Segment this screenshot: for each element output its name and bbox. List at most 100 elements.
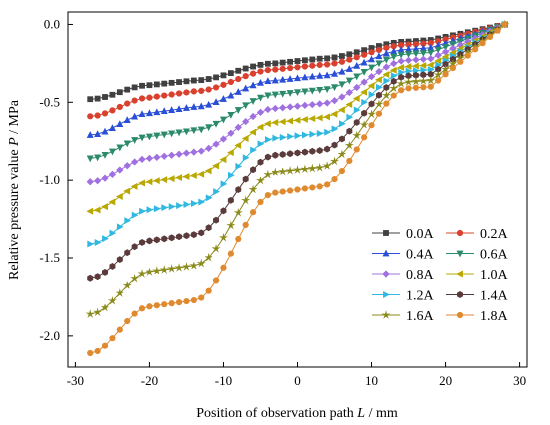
data-point [196,258,206,268]
y-tick-label: -0.5 [39,94,60,109]
data-point [285,166,295,175]
data-point [161,235,168,243]
data-point [102,268,108,276]
data-point [115,193,123,200]
data-point [322,161,332,170]
data-point [131,84,138,91]
data-point [330,110,338,118]
data-point [153,205,161,213]
x-tick-label: -10 [215,373,232,388]
data-point [427,83,434,90]
data-point [397,57,405,65]
data-point [87,113,94,120]
data-point [145,178,153,186]
legend-label: 1.0A [480,268,509,283]
data-point [338,135,345,143]
data-point [338,167,346,175]
data-point [294,58,301,64]
data-point [315,114,323,122]
data-point [219,135,228,143]
legend-item: 1.0A [446,268,509,283]
data-point [434,57,442,65]
data-point [86,155,94,163]
data-point [419,50,427,57]
data-point [309,56,316,63]
data-point [286,187,294,194]
data-point [368,100,375,108]
data-point [330,97,339,105]
data-point [353,49,360,56]
data-point [309,147,316,155]
legend-item: 1.8A [446,309,509,324]
data-point [294,89,301,97]
data-point [124,317,131,325]
data-point [316,100,324,108]
data-point [116,256,123,264]
data-point [242,65,249,72]
data-point [375,60,383,68]
data-point [331,176,338,183]
data-point [382,71,390,79]
data-point [212,277,220,284]
data-point [197,147,205,155]
data-point [94,347,101,355]
data-point [353,83,361,92]
data-point [309,62,316,69]
data-point [300,164,310,174]
data-point [211,243,221,253]
data-point [175,105,183,112]
data-point [264,67,271,74]
data-point [346,127,353,135]
data-point [109,335,116,342]
data-point [226,220,236,230]
data-point [137,269,147,278]
data-point [227,111,235,119]
data-point [441,64,451,74]
data-point [442,43,450,51]
series-1.6A [85,19,510,318]
data-point [198,198,206,206]
data-point [352,95,360,103]
data-point [94,154,102,162]
data-point [183,297,190,305]
series-0.0A [87,21,508,103]
data-point [271,91,279,99]
data-point [220,264,227,271]
data-point [361,109,368,117]
data-point [264,192,271,199]
data-point [87,96,94,103]
data-point [331,125,339,133]
data-point [361,98,368,106]
legend-item: 1.4A [446,289,509,304]
data-point [257,198,264,206]
data-point [182,149,191,157]
data-point [382,49,390,57]
data-point [198,87,205,95]
data-point [205,252,213,262]
data-point [279,133,287,141]
data-point [345,65,353,72]
data-point [190,148,198,156]
data-point [366,109,377,119]
data-point [190,231,197,239]
data-point [294,186,301,193]
data-point [161,204,169,212]
data-point [152,266,162,275]
y-tick-label: 0.0 [44,16,60,31]
legend-marker [382,249,390,257]
data-point [374,99,384,109]
data-point [198,77,205,84]
data-point [293,116,301,124]
data-point [176,233,183,241]
data-point [375,67,383,76]
data-point [486,33,494,41]
legend-marker [457,291,463,298]
data-point [294,64,301,71]
x-axis-title: Position of observation path L / mm [196,406,398,421]
data-point [183,89,190,96]
data-point [242,175,249,183]
data-point [87,274,94,282]
data-point [338,93,346,101]
data-point [308,115,316,123]
data-point [316,86,324,94]
